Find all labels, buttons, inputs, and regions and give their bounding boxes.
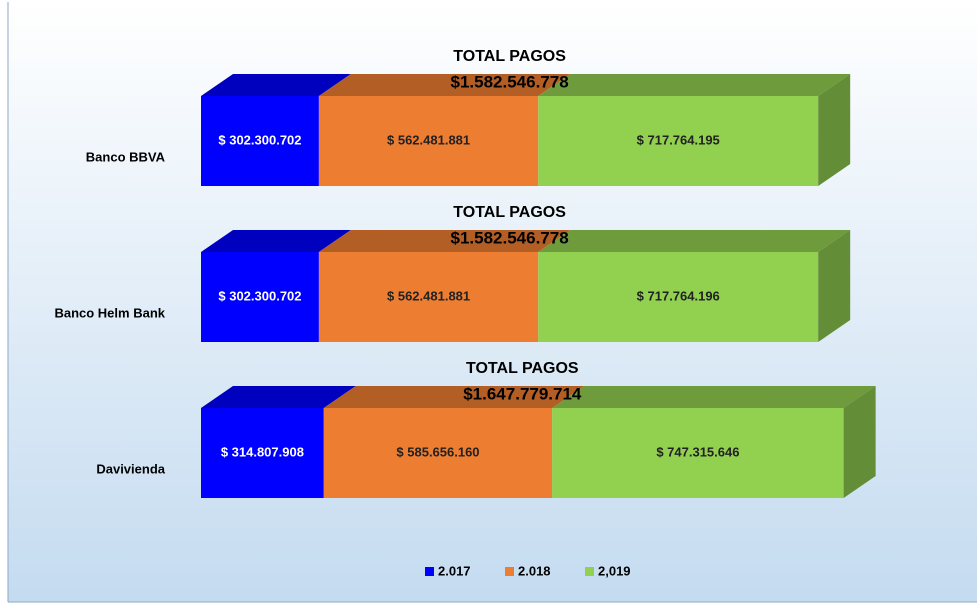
bar <box>318 96 539 186</box>
bar-side <box>818 230 851 342</box>
total-label: $1.582.546.778 <box>451 72 569 91</box>
legend-swatch <box>425 567 434 576</box>
total-label: $1.582.546.778 <box>451 228 569 247</box>
bar-top <box>323 386 585 408</box>
bar-top <box>552 386 876 408</box>
value-label: $ 747.315.646 <box>656 444 739 459</box>
legend-label: 2,019 <box>598 563 631 578</box>
bar <box>201 408 324 498</box>
category-label: Banco BBVA <box>86 149 166 164</box>
bar <box>538 252 819 342</box>
total-title: TOTAL PAGOS <box>453 48 566 65</box>
category-label: Banco Helm Bank <box>54 305 165 320</box>
bar-top <box>318 74 571 96</box>
total-title: TOTAL PAGOS <box>453 204 566 221</box>
bar-top <box>538 230 851 252</box>
value-label: $ 314.807.908 <box>221 444 304 459</box>
bar <box>552 408 844 498</box>
legend-swatch <box>585 567 594 576</box>
bar-top <box>201 386 356 408</box>
bar <box>538 96 819 186</box>
value-label: $ 562.481.881 <box>387 288 470 303</box>
value-label: $ 585.656.160 <box>396 444 479 459</box>
value-label: $ 717.764.195 <box>637 132 720 147</box>
bar <box>318 252 539 342</box>
bar <box>201 252 319 342</box>
total-label: $1.647.779.714 <box>463 384 582 403</box>
bar-top <box>201 230 351 252</box>
value-label: $ 562.481.881 <box>387 132 470 147</box>
bar-top <box>538 74 851 96</box>
total-title: TOTAL PAGOS <box>466 360 579 377</box>
bar-side <box>843 386 876 498</box>
legend-swatch <box>505 567 514 576</box>
bar-side <box>818 74 851 186</box>
value-label: $ 302.300.702 <box>218 288 301 303</box>
category-label: Davivienda <box>96 461 165 476</box>
legend-label: 2.017 <box>438 563 471 578</box>
bar <box>323 408 553 498</box>
legend-label: 2.018 <box>518 563 551 578</box>
value-label: $ 717.764.196 <box>637 288 720 303</box>
bar <box>201 96 319 186</box>
value-label: $ 302.300.702 <box>218 132 301 147</box>
bar-top <box>201 74 351 96</box>
bar-top <box>318 230 571 252</box>
